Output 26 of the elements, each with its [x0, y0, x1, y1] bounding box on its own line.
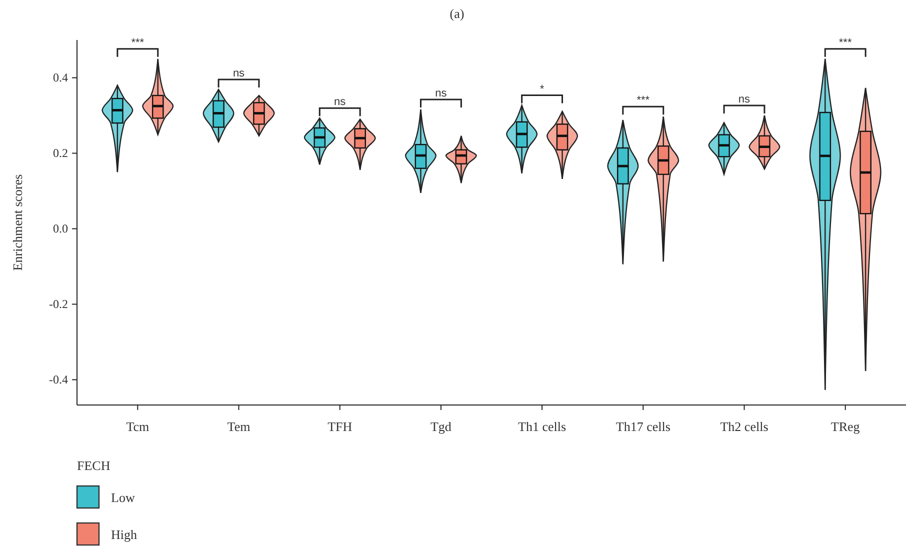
- y-tick-label: 0.2: [53, 146, 68, 160]
- x-tick-label: Tcm: [126, 419, 150, 434]
- y-tick-label: -0.2: [49, 297, 68, 312]
- y-tick-label: 0.4: [53, 70, 68, 85]
- y-tick-label: 0.0: [53, 222, 68, 236]
- x-tick-label: Th1 cells: [518, 419, 566, 434]
- annotation: ***: [636, 94, 650, 107]
- annotation: ***: [131, 36, 145, 49]
- annotation: ns: [334, 96, 346, 108]
- annotation: *: [540, 83, 545, 96]
- annotation: ns: [738, 93, 751, 106]
- legend-label: High: [111, 527, 138, 542]
- x-tick-label: Tgd: [430, 419, 452, 434]
- annotation: ***: [838, 36, 852, 49]
- x-tick-label: Th2 cells: [720, 419, 768, 434]
- annotation: ns: [232, 67, 246, 80]
- x-tick-label: Tem: [227, 419, 250, 434]
- annotation: ns: [435, 87, 448, 100]
- legend-title: FECH: [77, 458, 110, 473]
- y-tick-label: -0.4: [49, 372, 68, 387]
- chart-title: (a): [450, 6, 464, 21]
- x-tick-label: Th17 cells: [616, 419, 670, 434]
- legend-label: Low: [111, 490, 136, 505]
- y-axis-title: Enrichment scores: [10, 174, 25, 271]
- x-tick-label: TFH: [328, 419, 352, 434]
- x-tick-label: TReg: [830, 419, 860, 434]
